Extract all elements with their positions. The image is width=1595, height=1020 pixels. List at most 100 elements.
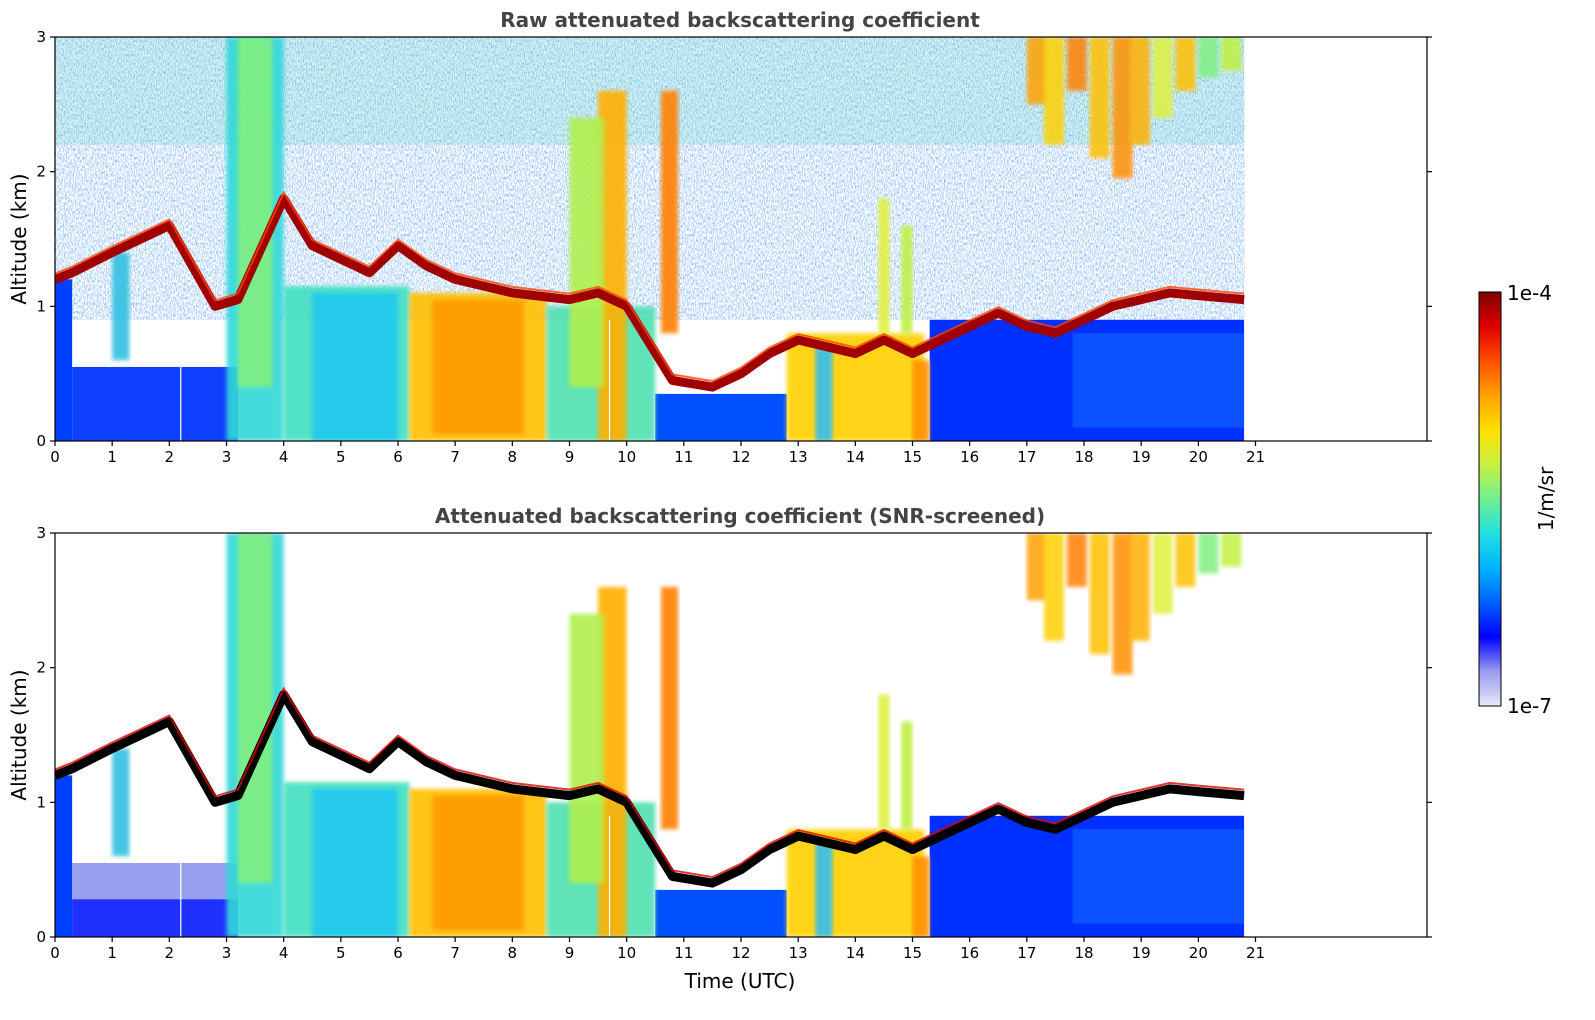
y-tick-label: 2: [36, 163, 46, 181]
x-tick-label: 5: [336, 944, 346, 962]
y-tick-label: 0: [36, 432, 46, 450]
x-tick-label: 3: [222, 448, 232, 466]
cirrus-streak: [1112, 533, 1133, 675]
aerosol-column: [815, 842, 833, 937]
cirrus-streak: [1152, 37, 1173, 118]
y-tick-label: 1: [36, 297, 46, 315]
aerosol-column: [901, 225, 913, 334]
x-tick-label: 15: [903, 944, 922, 962]
snr-screened-heatmap: [55, 533, 1245, 937]
cirrus-streak: [1175, 37, 1196, 91]
x-tick-label: 7: [450, 944, 460, 962]
cirrus-streak: [1026, 37, 1047, 105]
cirrus-streak: [1026, 533, 1047, 601]
x-tick-label: 4: [279, 944, 289, 962]
x-tick-label: 1: [107, 448, 117, 466]
y-tick-label: 3: [36, 28, 46, 46]
colorbar-max-label: 1e-4: [1507, 281, 1552, 305]
x-tick-label: 18: [1074, 448, 1093, 466]
midday-bl: [655, 393, 787, 441]
x-tick-label: 18: [1074, 944, 1093, 962]
x-tick-label: 0: [50, 944, 60, 962]
evening-bl-lower: [1072, 333, 1245, 428]
x-tick-label: 8: [508, 448, 518, 466]
x-tick-label: 10: [617, 448, 636, 466]
cirrus-streak: [1152, 533, 1173, 614]
x-tick-label: 4: [279, 448, 289, 466]
x-tick-label: 11: [674, 944, 693, 962]
y-axis-label-raw: Altitude (km): [7, 173, 31, 304]
x-tick-label: 7: [450, 448, 460, 466]
cirrus-streak: [1066, 533, 1087, 587]
aerosol-column: [112, 252, 130, 361]
x-tick-label: 12: [731, 944, 750, 962]
x-tick-label: 9: [565, 448, 575, 466]
x-tick-label: 6: [393, 944, 403, 962]
aerosol-column: [815, 346, 833, 441]
cirrus-streak: [1129, 533, 1150, 641]
x-tick-label: 1: [107, 944, 117, 962]
x-axis-label: Time (UTC): [684, 969, 796, 993]
x-tick-label: 2: [165, 448, 175, 466]
colorbar-gradient: [1478, 291, 1502, 707]
aerosol-column: [569, 117, 604, 388]
x-tick-label: 14: [846, 944, 865, 962]
cirrus-streak: [1089, 37, 1110, 159]
snr-screened-panel: Attenuated backscattering coefficient (S…: [7, 504, 1432, 993]
x-tick-label: 11: [674, 448, 693, 466]
aerosol-column: [432, 795, 524, 931]
evening-bl-lower: [1072, 829, 1245, 924]
y-tick-label: 1: [36, 793, 46, 811]
raw-backscatter-heatmap: [55, 37, 1245, 441]
colorbar-min-label: 1e-7: [1507, 694, 1552, 718]
x-tick-label: 8: [508, 944, 518, 962]
cirrus-streak: [1112, 37, 1133, 179]
colorbar-unit-label: 1/m/sr: [1534, 466, 1558, 531]
x-tick-label: 17: [1017, 448, 1036, 466]
aerosol-column: [901, 721, 913, 830]
cirrus-streak: [1198, 37, 1219, 78]
aerosol-column: [660, 586, 679, 830]
cirrus-streak: [1221, 37, 1242, 71]
bl-top-layer: [55, 690, 1245, 888]
aerosol-column: [878, 694, 890, 830]
aerosol-column: [878, 198, 890, 334]
panel-title-raw: Raw attenuated backscattering coefficien…: [500, 8, 980, 32]
aerosol-column: [660, 90, 679, 334]
x-ticks-screened: 0 1 2 3 4 5 6 7 8 9 10 11 12 13 14 15 16 17 18 19 20 21: [50, 937, 1265, 962]
x-tick-label: 19: [1132, 944, 1151, 962]
y-tick-label: 3: [36, 524, 46, 542]
x-tick-label: 5: [336, 448, 346, 466]
x-tick-label: 21: [1246, 448, 1265, 466]
y-ticks-screened: 0 1 2 3: [36, 524, 1432, 946]
cirrus-streak: [1175, 533, 1196, 587]
x-tick-label: 14: [846, 448, 865, 466]
cirrus-streak: [1089, 533, 1110, 655]
bl-top-edge: [55, 686, 1245, 879]
x-tick-label: 6: [393, 448, 403, 466]
x-tick-label: 10: [617, 944, 636, 962]
x-tick-label: 19: [1132, 448, 1151, 466]
bl-top-layer: [55, 194, 1245, 392]
x-ticks-raw: 0 1 2 3 4 5 6 7 8 9 10 11 12 13 14 15 16 17 18 19 20 21: [50, 441, 1265, 466]
aerosol-column: [237, 37, 273, 388]
cirrus-streak: [1043, 37, 1064, 145]
raw-backscatter-panel: Raw attenuated backscattering coefficien…: [7, 8, 1432, 466]
aerosol-column: [112, 748, 130, 857]
night-bl-base: [72, 899, 238, 937]
aerosol-column: [912, 856, 930, 937]
bl-segment: [55, 279, 73, 441]
aerosol-column: [432, 299, 524, 435]
x-tick-label: 17: [1017, 944, 1036, 962]
y-axis-label-screened: Altitude (km): [7, 669, 31, 800]
x-tick-label: 16: [960, 944, 979, 962]
x-tick-label: 21: [1246, 944, 1265, 962]
night-bl-low: [72, 366, 238, 441]
aerosol-column: [569, 613, 604, 884]
y-tick-label: 0: [36, 928, 46, 946]
x-tick-label: 13: [789, 448, 808, 466]
y-tick-label: 2: [36, 659, 46, 677]
cirrus-streak: [1198, 533, 1219, 574]
